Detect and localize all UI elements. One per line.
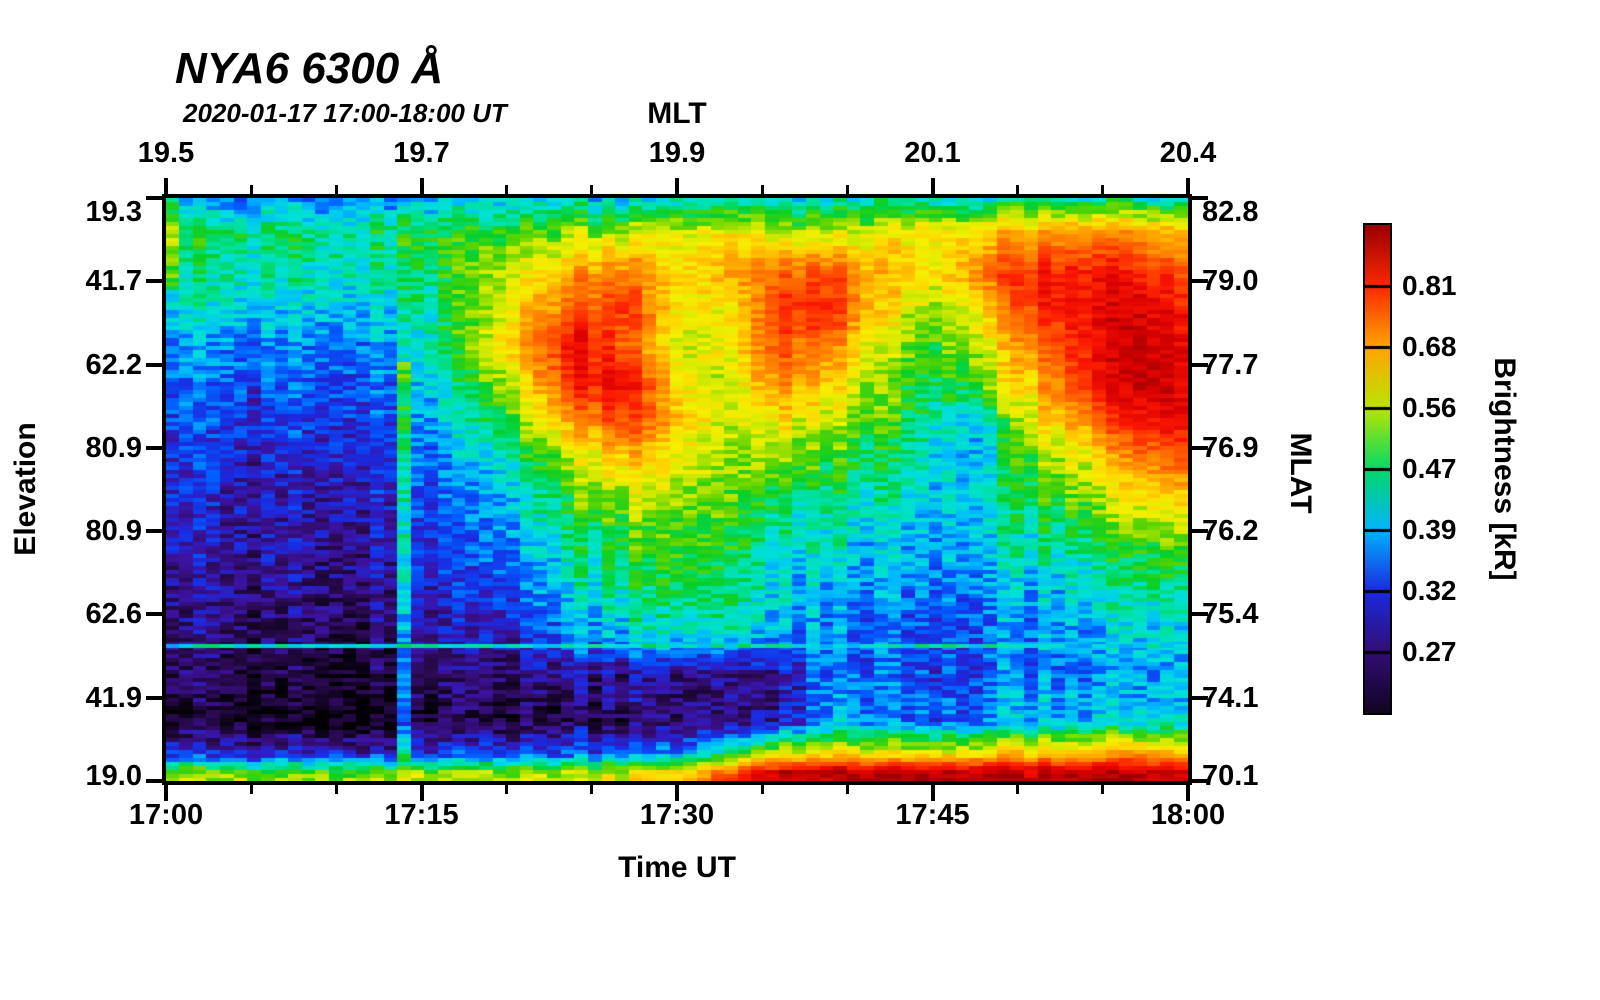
right-tick-label: 76.9 <box>1202 431 1259 464</box>
colorbar-frame <box>1363 223 1392 715</box>
right-tick-label: 76.2 <box>1202 515 1259 548</box>
y-left-tick <box>146 196 162 200</box>
bottom-tick-label: 17:45 <box>895 799 970 831</box>
x-major-tick <box>675 178 679 194</box>
x-major-tick <box>675 785 679 801</box>
bottom-axis-title: Time UT <box>618 851 736 884</box>
plot-title: NYA6 6300 Å <box>175 44 444 93</box>
x-minor-tick <box>505 785 509 794</box>
top-tick-label: 20.1 <box>904 137 961 169</box>
y-right-tick <box>1192 529 1208 534</box>
colorbar-tick-label: 0.56 <box>1402 392 1457 423</box>
x-major-tick <box>419 178 424 194</box>
plot-subtitle: 2020-01-17 17:00-18:00 UT <box>183 98 507 128</box>
colorbar-tick-label: 0.39 <box>1402 514 1457 545</box>
right-tick-label: 74.1 <box>1202 681 1259 714</box>
colorbar-tick-label: 0.81 <box>1402 270 1457 301</box>
left-tick-label: 41.9 <box>85 681 142 714</box>
x-minor-tick <box>760 785 764 794</box>
y-right-tick <box>1192 695 1208 700</box>
y-right-tick <box>1192 445 1208 450</box>
x-minor-tick <box>249 785 253 794</box>
left-tick-label: 19.3 <box>85 196 142 228</box>
y-right-tick <box>1192 279 1208 284</box>
y-left-tick <box>146 695 162 700</box>
x-minor-tick <box>1101 785 1105 794</box>
right-tick-label: 79.0 <box>1202 265 1259 298</box>
top-tick-label: 19.7 <box>393 137 450 169</box>
left-tick-label: 62.6 <box>85 598 142 631</box>
bottom-tick-label: 18:00 <box>1150 799 1226 831</box>
top-axis-title: MLT <box>647 97 707 130</box>
right-tick-label: 70.1 <box>1202 760 1259 792</box>
right-tick-label: 75.4 <box>1202 598 1259 631</box>
top-tick-label: 20.4 <box>1159 137 1217 169</box>
x-minor-tick <box>845 185 849 194</box>
colorbar-tick-label: 0.68 <box>1402 331 1457 362</box>
plot-area-frame <box>162 194 1192 785</box>
x-minor-tick <box>1101 185 1105 194</box>
bottom-tick-label: 17:15 <box>384 799 459 831</box>
x-minor-tick <box>1016 185 1020 194</box>
bottom-tick-label: 17:00 <box>128 799 204 831</box>
x-major-tick <box>930 785 935 801</box>
y-left-tick <box>146 362 162 367</box>
y-right-tick <box>1192 196 1208 200</box>
y-right-tick <box>1192 779 1208 783</box>
x-minor-tick <box>334 185 338 194</box>
bottom-tick-label: 17:30 <box>639 799 715 831</box>
x-major-tick <box>164 785 168 801</box>
x-minor-tick <box>249 185 253 194</box>
x-major-tick <box>1186 785 1190 801</box>
colorbar-canvas <box>1365 225 1390 713</box>
y-left-tick <box>146 445 162 450</box>
y-right-tick <box>1192 612 1208 617</box>
top-tick-label: 19.9 <box>648 137 706 169</box>
left-tick-label: 80.9 <box>85 431 142 464</box>
left-tick-label: 19.0 <box>85 760 142 792</box>
right-tick-label: 82.8 <box>1202 196 1259 228</box>
x-major-tick <box>1186 178 1190 194</box>
x-minor-tick <box>590 185 594 194</box>
y-left-tick <box>146 279 162 284</box>
colorbar-tick-label: 0.47 <box>1402 453 1457 484</box>
y-right-tick <box>1192 362 1208 367</box>
x-minor-tick <box>845 785 849 794</box>
left-tick-label: 62.2 <box>85 348 142 381</box>
colorbar-tick-label: 0.27 <box>1402 636 1457 667</box>
x-major-tick <box>164 178 168 194</box>
top-tick-label: 19.5 <box>137 137 195 169</box>
y-left-tick <box>146 529 162 534</box>
x-minor-tick <box>334 785 338 794</box>
x-minor-tick <box>1016 785 1020 794</box>
x-minor-tick <box>760 185 764 194</box>
colorbar-tick-label: 0.32 <box>1402 575 1457 606</box>
y-left-tick <box>146 612 162 617</box>
x-minor-tick <box>505 185 509 194</box>
x-minor-tick <box>590 785 594 794</box>
left-tick-label: 41.7 <box>85 265 142 298</box>
y-left-tick <box>146 779 162 783</box>
keogram-heatmap-canvas <box>166 198 1188 781</box>
x-major-tick <box>419 785 424 801</box>
x-major-tick <box>930 178 935 194</box>
left-tick-label: 80.9 <box>85 515 142 548</box>
right-tick-label: 77.7 <box>1202 348 1259 381</box>
